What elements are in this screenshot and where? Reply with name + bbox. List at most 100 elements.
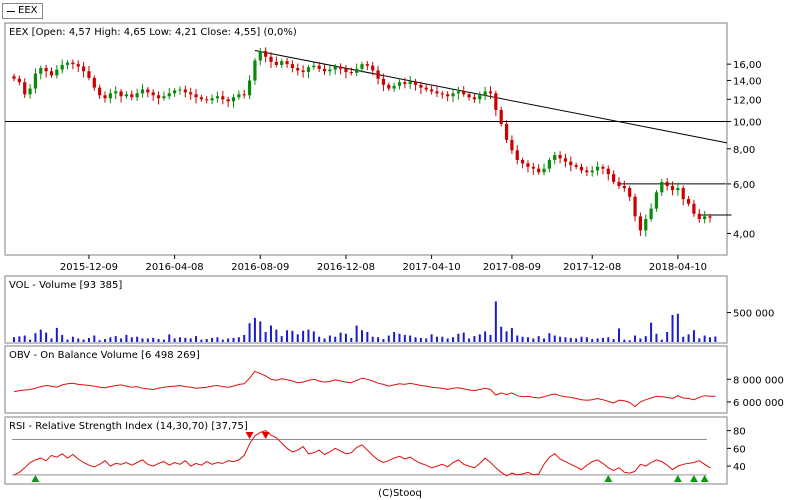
candle-body xyxy=(451,93,455,97)
candle-body xyxy=(135,93,139,98)
candle-body xyxy=(322,68,327,72)
candle-body xyxy=(183,89,187,93)
rsi-line xyxy=(12,430,711,477)
volume-bar xyxy=(13,337,15,342)
volume-bar xyxy=(109,337,112,342)
volume-bar xyxy=(39,329,42,342)
volume-bar xyxy=(500,326,503,342)
volume-bar xyxy=(243,334,246,342)
candle-body xyxy=(558,155,562,159)
volume-bar xyxy=(468,338,471,342)
candle-body xyxy=(371,65,375,71)
candle-body xyxy=(258,51,262,61)
volume-bar xyxy=(623,339,626,342)
rsi-panel-title: RSI - Relative Strength Index (14,30,70)… xyxy=(9,421,248,432)
volume-bar xyxy=(130,337,133,342)
candle-body xyxy=(376,70,380,79)
candle-body xyxy=(338,66,343,69)
volume-bar xyxy=(548,333,551,342)
candle-body xyxy=(242,94,246,96)
volume-bar xyxy=(607,337,610,342)
candle-body xyxy=(194,94,198,98)
volume-bar xyxy=(414,337,417,342)
candle-body xyxy=(28,88,32,95)
volume-bar xyxy=(703,335,706,342)
candle-body xyxy=(617,181,621,186)
candle-body xyxy=(65,62,70,65)
volume-panel: VOL - Volume [93 385] 500 000 xyxy=(4,275,774,344)
candle-body xyxy=(23,82,27,95)
candle-body xyxy=(670,185,675,191)
volume-bar xyxy=(532,338,535,342)
volume-bar xyxy=(628,340,631,342)
volume-bar xyxy=(120,338,123,342)
candle-body xyxy=(435,91,439,94)
volume-bar xyxy=(671,314,674,342)
candle-body xyxy=(499,109,503,125)
rsi-sell-signal-marker xyxy=(245,432,254,439)
price-panel-frame xyxy=(4,22,728,256)
price-x-tick-label: 2015-12-09 xyxy=(60,262,118,273)
volume-bar xyxy=(446,338,449,342)
volume-bar xyxy=(125,334,128,342)
candle-body xyxy=(285,61,289,65)
obv-y-tick-label: 6 000 000 xyxy=(733,398,784,409)
volume-bar xyxy=(559,336,562,342)
candle-body xyxy=(119,91,123,97)
candle-body xyxy=(178,89,182,91)
candle-body xyxy=(151,92,155,96)
rsi-buy-signal-marker xyxy=(31,475,40,482)
candle-body xyxy=(49,71,54,76)
volume-bar xyxy=(489,334,492,342)
candle-body xyxy=(231,97,236,102)
obv-series-line xyxy=(13,370,716,408)
volume-bar xyxy=(29,339,32,342)
candle-body xyxy=(579,166,584,171)
volume-bar xyxy=(441,336,444,342)
volume-bar xyxy=(430,334,433,342)
volume-bar xyxy=(355,325,358,342)
volume-bar xyxy=(173,338,176,342)
legend-tab[interactable]: EEX xyxy=(2,3,43,19)
candle-body xyxy=(124,94,129,97)
candle-body xyxy=(71,62,75,65)
volume-bar xyxy=(189,338,192,342)
volume-bar xyxy=(612,339,615,342)
candle-body xyxy=(381,78,386,85)
price-candles xyxy=(12,47,712,237)
rsi-sell-signal-marker xyxy=(261,432,270,439)
candle-body xyxy=(221,96,225,100)
candle-body xyxy=(387,84,391,89)
candle-body xyxy=(162,96,166,99)
volume-bar xyxy=(425,338,428,342)
volume-panel-title: VOL - Volume [93 385] xyxy=(9,280,122,291)
volume-bar xyxy=(676,313,679,342)
volume-bar xyxy=(655,333,658,342)
volume-bar xyxy=(639,338,642,342)
candle-body xyxy=(515,150,519,160)
candle-body xyxy=(504,124,509,140)
candle-body xyxy=(87,71,91,78)
volume-bar xyxy=(275,329,278,342)
volume-bar xyxy=(462,332,465,342)
candle-body xyxy=(55,69,59,76)
candle-body xyxy=(590,170,594,173)
candle-body xyxy=(156,95,161,99)
rsi-buy-signal-marker xyxy=(673,475,682,482)
volume-bar xyxy=(184,337,187,342)
volume-bar xyxy=(227,338,230,342)
volume-bar xyxy=(521,336,524,342)
volume-bar xyxy=(162,339,165,342)
volume-bar xyxy=(195,336,198,342)
candle-body xyxy=(654,192,659,209)
candle-body xyxy=(114,91,118,94)
candle-body xyxy=(537,168,541,173)
volume-bar xyxy=(114,336,117,342)
volume-bar xyxy=(141,338,144,342)
volume-bar xyxy=(569,337,572,342)
candle-body xyxy=(408,81,412,84)
volume-bar xyxy=(457,333,460,342)
candle-body xyxy=(424,87,428,90)
volume-bar xyxy=(280,336,283,342)
volume-bar xyxy=(634,335,637,342)
